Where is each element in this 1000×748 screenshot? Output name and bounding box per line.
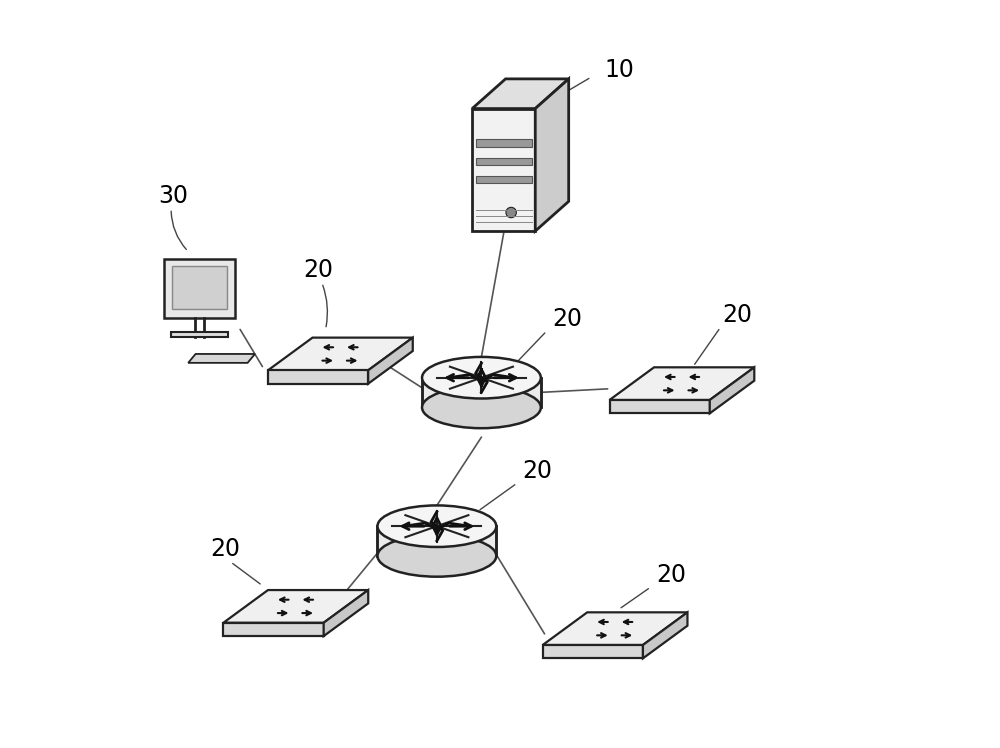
- Text: 20: 20: [210, 537, 240, 561]
- Polygon shape: [643, 613, 687, 658]
- Ellipse shape: [377, 506, 496, 547]
- Polygon shape: [188, 354, 255, 363]
- Polygon shape: [472, 108, 535, 231]
- Polygon shape: [710, 367, 754, 414]
- Text: 10: 10: [604, 58, 634, 82]
- Polygon shape: [610, 367, 754, 400]
- Ellipse shape: [422, 387, 541, 428]
- Polygon shape: [543, 645, 643, 658]
- Polygon shape: [223, 590, 368, 623]
- Text: 30: 30: [158, 184, 188, 208]
- Text: 20: 20: [552, 307, 582, 331]
- Polygon shape: [543, 613, 687, 645]
- Polygon shape: [610, 400, 710, 414]
- Polygon shape: [324, 590, 368, 636]
- Polygon shape: [268, 337, 413, 370]
- Polygon shape: [535, 79, 569, 231]
- Text: 20: 20: [522, 459, 552, 483]
- Polygon shape: [223, 623, 324, 636]
- Polygon shape: [476, 139, 532, 147]
- Text: 20: 20: [723, 303, 753, 327]
- Polygon shape: [476, 158, 532, 165]
- Ellipse shape: [377, 535, 496, 577]
- Polygon shape: [172, 266, 227, 310]
- Polygon shape: [368, 337, 413, 384]
- Ellipse shape: [422, 357, 541, 399]
- Polygon shape: [268, 370, 368, 384]
- Polygon shape: [472, 79, 569, 108]
- Text: 20: 20: [656, 563, 686, 587]
- Polygon shape: [422, 378, 541, 408]
- Circle shape: [506, 207, 516, 218]
- Polygon shape: [476, 176, 532, 183]
- Text: 20: 20: [303, 259, 333, 283]
- Polygon shape: [377, 526, 496, 556]
- Polygon shape: [164, 259, 235, 319]
- Polygon shape: [171, 331, 228, 337]
